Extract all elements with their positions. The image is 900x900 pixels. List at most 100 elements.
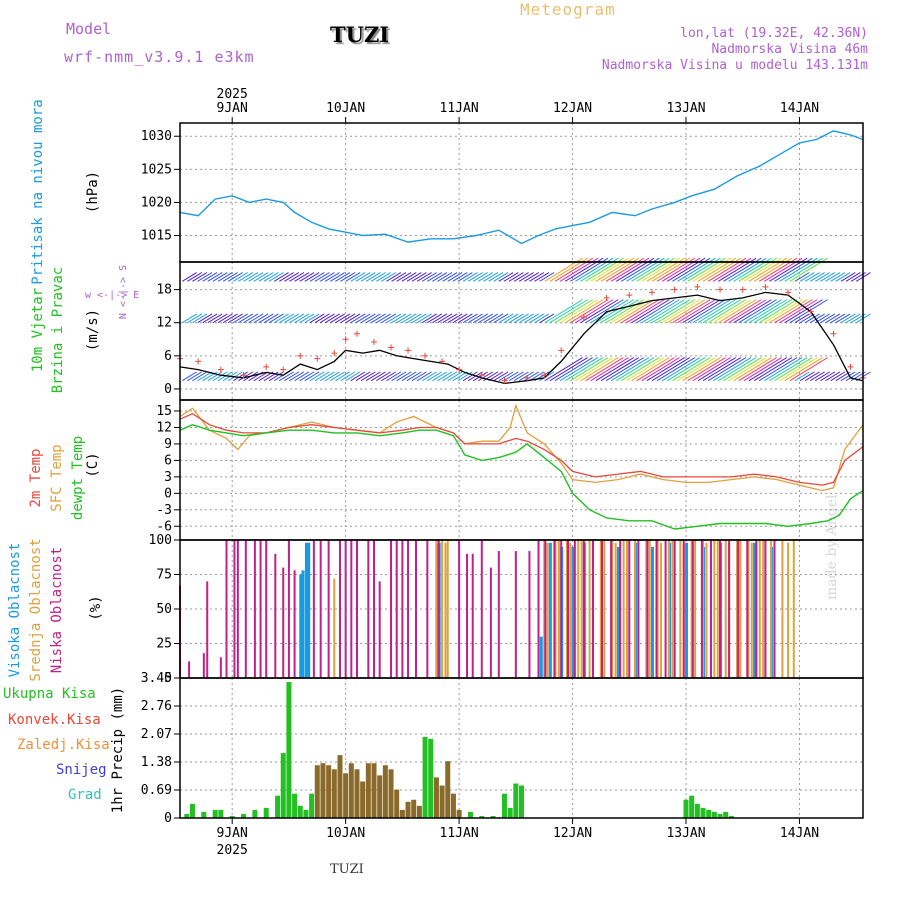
precip-bar [382,765,388,818]
wind-barb [554,299,594,324]
wind-barb [401,371,417,382]
wind-barb [677,357,716,382]
legend-temp2m: 2m Temp [28,448,44,507]
legend-sfc: SFC Temp [49,444,65,511]
precip-bar [189,803,195,818]
wind-barb [304,371,320,382]
wind-barb [621,357,660,382]
wind-barb [809,313,825,324]
y-tick-label: 12 [156,316,172,331]
wind-barb [462,371,478,382]
wind-barb [631,299,670,324]
cloud-low-bar [528,551,531,678]
footer-station: TUZI [330,862,364,877]
wind-barb [779,299,818,324]
wind-barb [360,371,376,382]
wind-barb [820,272,836,282]
wind-barb [370,313,386,324]
wind-barb [809,371,825,382]
wind-barb [728,357,767,382]
cloud-low-bar [544,540,547,678]
precip-bar [286,682,292,818]
gust-marker [524,374,531,381]
wind-barb [758,357,798,382]
cloud-low-bar [282,567,285,678]
wind-barb [498,313,514,324]
wind-barb [575,299,614,324]
wind-barb [513,313,529,324]
cloud-mid-bar [557,540,560,678]
wind-barb [324,371,340,382]
precip-bar [428,738,434,818]
wind-barb [263,371,279,382]
wind-barb [442,272,458,282]
wind-barb [769,299,808,324]
precip-bar [513,783,519,818]
cloud-low-bar [244,540,247,678]
cloud-low-bar [755,540,758,678]
wind-barb [330,313,345,324]
wind-barb [641,299,680,324]
wind-barb [830,272,846,282]
wind-barb [294,313,310,324]
day-label-top: 10JAN [326,101,365,116]
gust-marker [280,366,287,373]
gust-marker [388,344,395,351]
wind-barb [646,299,685,324]
gust-marker [501,377,508,384]
cloud-low-bar [437,540,440,678]
precip-bar [467,811,473,818]
wind-barb [273,313,289,324]
cloud-high-bar [548,542,552,678]
wind-speed-line [179,291,864,385]
wind-barb [687,299,726,324]
wind-barb [401,272,417,282]
wind-barb [753,357,793,382]
wind-barb [529,371,545,382]
wind-barb [217,272,233,282]
y-tick-label: 2.76 [141,699,172,714]
cloud-low-bar [682,540,685,678]
wind-barb [340,272,356,282]
wind-barb [391,272,407,282]
cloud-low-bar [728,540,731,678]
wind-barb [289,272,305,282]
wind-barb [748,357,788,382]
y-tick-label: 1020 [141,195,172,210]
wind-barb [314,272,330,282]
cloud-mid-bar [446,540,449,678]
wind-barb [182,272,197,282]
precip-bar [337,755,343,818]
wind-barb [682,299,721,324]
wind-barb [483,313,499,324]
wind-barb [335,313,351,324]
y-tick-label: 12 [156,420,172,435]
wind-barb [830,371,846,382]
wind-barb [503,313,519,324]
wind-barb [253,313,269,324]
wind-barb [212,371,228,382]
cloud-low-bar [233,540,236,678]
y-tick-label: 15 [156,404,172,419]
wind-barb [258,272,274,282]
precip-bar [519,785,524,818]
cloud-mid-bar [580,540,583,678]
wind-barb [539,272,555,282]
wind-barb [238,272,254,282]
wind-barb [518,272,534,282]
precip-bar [422,736,428,818]
wind-barb [330,371,345,382]
wind-barb [697,299,736,324]
gust-marker [807,308,814,315]
cloud-mid-bar [435,540,438,678]
wind-barb [289,371,305,382]
wind-barb [376,313,391,324]
y-tick-label: 50 [156,602,172,617]
precip-bar [445,761,451,818]
wind-barb [605,299,645,324]
gust-marker [314,355,321,362]
wind-barb [437,272,453,282]
wind-barb [273,272,289,282]
wind-barb [396,313,412,324]
wind-barb [248,272,264,282]
